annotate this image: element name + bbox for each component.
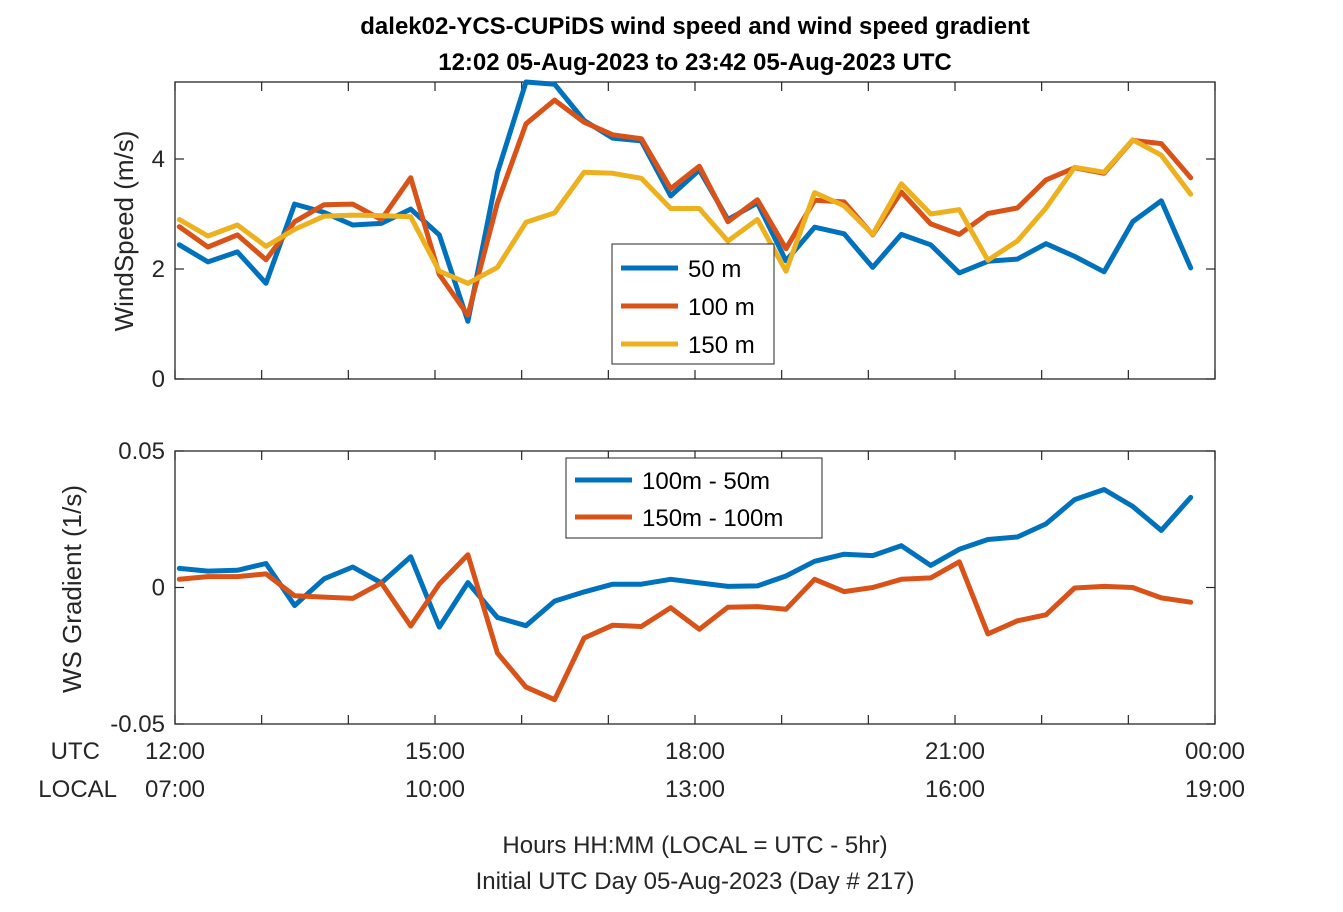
windspeed-ticks: 0 2 4 (152, 82, 1216, 393)
x-axis-label-line1: Hours HH:MM (LOCAL = UTC - 5hr) (502, 832, 887, 859)
windspeed-ylabel: WindSpeed (m/s) (109, 131, 139, 332)
legend-label-50m: 50 m (688, 256, 741, 283)
x-tick-label-utc: 00:00 (1185, 738, 1245, 765)
windspeed-ytick-label: 4 (152, 146, 165, 173)
windspeed-lines (176, 79, 1194, 324)
gradient-lines (176, 487, 1194, 703)
x-tick-label-utc: 21:00 (925, 738, 985, 765)
windspeed-legend: 50 m 100 m 150 m (611, 243, 775, 365)
x-tick-label-local: 07:00 (145, 776, 205, 803)
x-row-label-local: LOCAL (38, 776, 117, 803)
legend-label-100m: 100 m (688, 294, 755, 321)
legend-label-150m: 150 m (688, 332, 755, 359)
windspeed-ytick-label: 0 (152, 366, 165, 393)
x-tick-label-local: 10:00 (405, 776, 465, 803)
gradient-ylabel: WS Gradient (1/s) (57, 485, 87, 693)
x-row-label-utc: UTC (51, 738, 100, 765)
windspeed-series-line-1 (176, 79, 1194, 324)
chart-title-line2: 12:02 05-Aug-2023 to 23:42 05-Aug-2023 U… (438, 49, 952, 76)
x-tick-label-utc: 12:00 (145, 738, 205, 765)
x-tick-labels: 12:00 07:00 15:00 10:00 18:00 13:00 21:00 16:00… (145, 738, 1245, 803)
chart-title-line1: dalek02-YCS-CUPiDS wind speed and wind s… (360, 13, 1029, 40)
windspeed-series-line-2 (176, 97, 1194, 318)
legend-label-150m-100m: 150m - 100m (642, 505, 783, 532)
gradient-series-line-2 (176, 552, 1194, 703)
gradient-legend: 100m - 50m 150m - 100m (565, 457, 823, 539)
x-tick-label-utc: 18:00 (665, 738, 725, 765)
gradient-ytick-label: -0.05 (110, 711, 165, 738)
gradient-series-line-1 (176, 487, 1194, 630)
gradient-ytick-label: 0.05 (118, 438, 165, 465)
windspeed-series-line-3 (176, 137, 1194, 286)
gradient-ticks: -0.05 0 0.05 (110, 438, 1216, 738)
gradient-legend-box (565, 457, 823, 539)
windspeed-ytick-label: 2 (152, 256, 165, 283)
legend-label-100m-50m: 100m - 50m (642, 468, 770, 495)
gradient-ytick-label: 0 (152, 575, 165, 602)
x-tick-label-local: 13:00 (665, 776, 725, 803)
x-axis-label-line2: Initial UTC Day 05-Aug-2023 (Day # 217) (476, 868, 915, 895)
x-tick-label-utc: 15:00 (405, 738, 465, 765)
x-tick-label-local: 19:00 (1185, 776, 1245, 803)
gradient-axes: -0.05 0 0.05 WS Gradient (1/s) 100m - 50m … (57, 438, 1216, 738)
x-tick-label-local: 16:00 (925, 776, 985, 803)
windspeed-axes: 0 2 4 WindSpeed (m/s) 50 m 100 m 150 m (109, 79, 1216, 393)
